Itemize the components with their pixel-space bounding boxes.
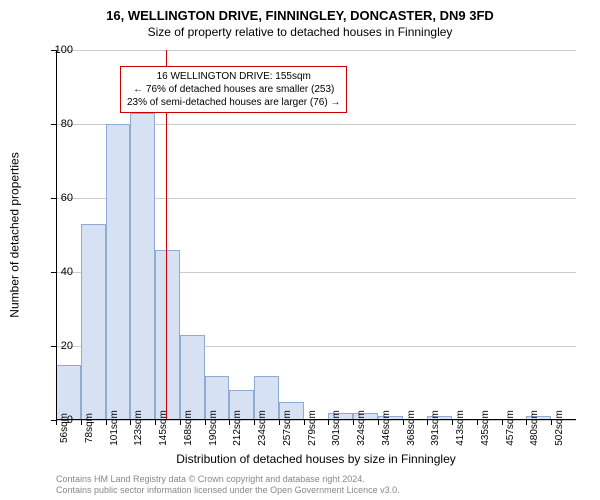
x-tick-label: 212sqm: [232, 410, 243, 446]
x-tick-label: 190sqm: [208, 410, 219, 446]
histogram-bar: [130, 113, 155, 420]
x-tick-label: 279sqm: [307, 410, 318, 446]
histogram-bar: [81, 224, 106, 420]
x-tick: [180, 420, 181, 425]
y-axis-line: [56, 50, 57, 420]
x-tick-label: 457sqm: [505, 410, 516, 446]
x-tick: [304, 420, 305, 425]
x-tick-label: 368sqm: [406, 410, 417, 446]
x-tick: [551, 420, 552, 425]
x-tick: [254, 420, 255, 425]
y-tick-label: 100: [43, 44, 73, 56]
x-tick: [229, 420, 230, 425]
x-tick-label: 56sqm: [59, 413, 70, 443]
x-tick: [328, 420, 329, 425]
x-tick: [205, 420, 206, 425]
x-tick-label: 435sqm: [480, 410, 491, 446]
x-tick-label: 145sqm: [158, 410, 169, 446]
footer-attribution: Contains HM Land Registry data © Crown c…: [56, 474, 400, 496]
gridline: [56, 50, 576, 51]
x-tick: [378, 420, 379, 425]
plot-region: 16 WELLINGTON DRIVE: 155sqm← 76% of deta…: [56, 50, 576, 420]
x-axis-label: Distribution of detached houses by size …: [56, 452, 576, 466]
x-tick: [477, 420, 478, 425]
annotation-line-2: ← 76% of detached houses are smaller (25…: [127, 83, 340, 96]
x-tick-label: 502sqm: [554, 410, 565, 446]
chart-title-main: 16, WELLINGTON DRIVE, FINNINGLEY, DONCAS…: [0, 0, 600, 23]
x-tick-label: 234sqm: [257, 410, 268, 446]
histogram-bar: [56, 365, 81, 421]
x-tick: [353, 420, 354, 425]
x-tick-label: 78sqm: [84, 413, 95, 443]
x-tick: [130, 420, 131, 425]
x-tick-label: 123sqm: [133, 410, 144, 446]
x-tick: [279, 420, 280, 425]
x-tick: [81, 420, 82, 425]
x-tick-label: 257sqm: [282, 410, 293, 446]
x-tick-label: 346sqm: [381, 410, 392, 446]
footer-line-1: Contains HM Land Registry data © Crown c…: [56, 474, 400, 485]
y-tick-label: 80: [43, 118, 73, 130]
x-tick-label: 480sqm: [529, 410, 540, 446]
footer-line-2: Contains public sector information licen…: [56, 485, 400, 496]
x-tick: [526, 420, 527, 425]
y-tick-label: 20: [43, 340, 73, 352]
annotation-line-1: 16 WELLINGTON DRIVE: 155sqm: [127, 70, 340, 83]
x-tick: [452, 420, 453, 425]
chart-container: 16, WELLINGTON DRIVE, FINNINGLEY, DONCAS…: [0, 0, 600, 500]
histogram-bar: [180, 335, 205, 420]
chart-area: 16 WELLINGTON DRIVE: 155sqm← 76% of deta…: [56, 50, 576, 420]
histogram-bar: [155, 250, 180, 420]
y-tick-label: 60: [43, 192, 73, 204]
y-axis-label: Number of detached properties: [8, 50, 22, 420]
x-tick-label: 301sqm: [331, 410, 342, 446]
x-tick-label: 324sqm: [356, 410, 367, 446]
chart-title-sub: Size of property relative to detached ho…: [0, 23, 600, 39]
y-tick-label: 40: [43, 266, 73, 278]
annotation-box: 16 WELLINGTON DRIVE: 155sqm← 76% of deta…: [120, 66, 347, 113]
x-tick: [106, 420, 107, 425]
x-tick-label: 413sqm: [455, 410, 466, 446]
x-tick-label: 101sqm: [109, 410, 120, 446]
x-tick: [427, 420, 428, 425]
x-tick: [403, 420, 404, 425]
x-tick-label: 391sqm: [430, 410, 441, 446]
histogram-bar: [106, 124, 131, 420]
x-tick: [502, 420, 503, 425]
x-tick-label: 168sqm: [183, 410, 194, 446]
x-tick: [155, 420, 156, 425]
annotation-line-3: 23% of semi-detached houses are larger (…: [127, 96, 340, 109]
